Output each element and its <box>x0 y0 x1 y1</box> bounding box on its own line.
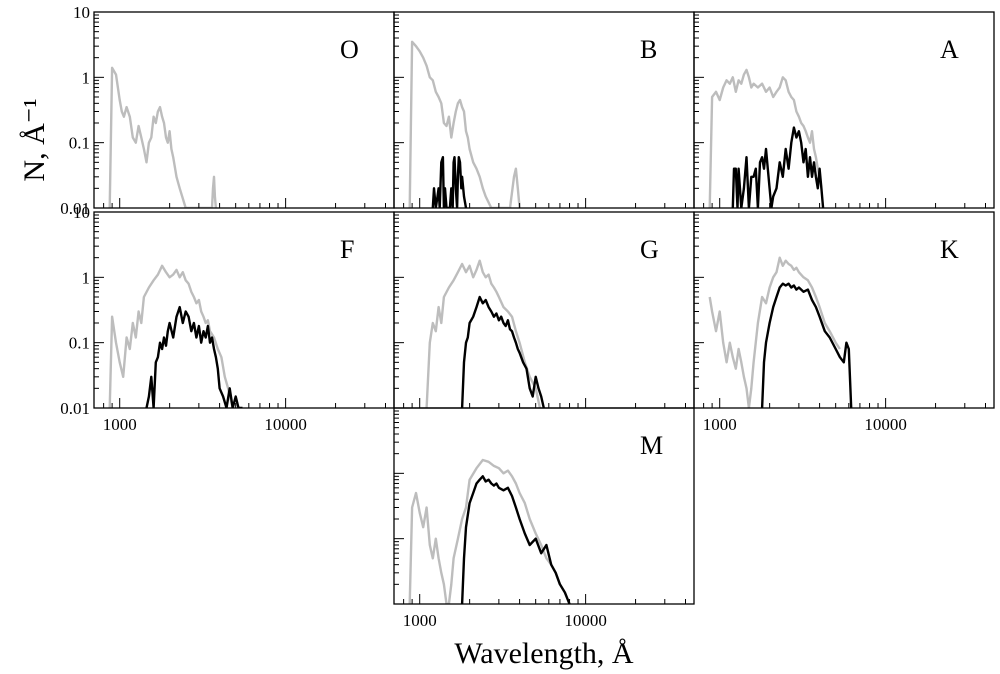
x-axis-label: Wavelength, Å <box>454 637 634 670</box>
panel-K-plot <box>708 256 853 408</box>
panel-G-series-1-line <box>425 259 542 408</box>
panel-B: B <box>393 11 695 209</box>
panel-label-A: A <box>940 35 959 64</box>
panel-K-series-1-line <box>708 256 841 408</box>
x-tick-label: 1000 <box>403 611 437 630</box>
x-tick-label: 10000 <box>564 611 607 630</box>
panel-G: G <box>393 211 695 409</box>
y-tick-label: 0.01 <box>60 399 90 418</box>
panel-M: M 1000 10000 <box>393 407 695 630</box>
panel-F-plot <box>108 264 243 408</box>
x-tick-label: 10000 <box>864 415 907 434</box>
panel-O: O 10 1 0.1 0.01 <box>60 3 395 218</box>
panel-M-series-1-line <box>408 458 562 604</box>
panel-label-F: F <box>340 235 354 264</box>
y-tick-label: 0.01 <box>60 199 90 218</box>
panel-M-frame <box>393 407 695 605</box>
panel-label-G: G <box>640 235 659 264</box>
panel-O-series-1-line <box>108 66 218 208</box>
y-tick-label: 10 <box>73 3 90 22</box>
panel-F-series-1-line <box>108 264 234 408</box>
y-axis-label: N, Å⁻¹ <box>18 98 51 181</box>
panel-label-O: O <box>340 35 359 64</box>
panel-G-series-2-line <box>460 295 545 408</box>
y-tick-label: 1 <box>82 68 91 87</box>
panel-M-plot <box>408 458 571 604</box>
panel-B-series-2-line <box>431 156 468 208</box>
panel-label-B: B <box>640 35 657 64</box>
y-tick-label: 0.1 <box>69 334 90 353</box>
y-tick-label: 10 <box>73 203 90 222</box>
panels-layer: O 10 1 0.1 0.01 B A F 10 1 0.1 0.01 1000 10000 G K 1000 1… <box>60 3 995 630</box>
panel-K-series-2-line <box>760 282 853 408</box>
panel-K-frame <box>693 211 995 409</box>
panel-label-K: K <box>940 235 959 264</box>
panel-K: K 1000 10000 <box>693 211 995 434</box>
x-tick-label: 10000 <box>264 415 307 434</box>
x-tick-label: 1000 <box>703 415 737 434</box>
panel-O-plot <box>108 66 218 208</box>
panel-A: A <box>693 11 995 209</box>
panel-A-plot <box>708 68 825 208</box>
panel-A-series-2-line <box>731 126 825 208</box>
panel-label-M: M <box>640 431 663 460</box>
panel-M-series-2-line <box>460 475 571 604</box>
panel-B-series-1-line <box>408 40 521 208</box>
y-tick-label: 1 <box>82 268 91 287</box>
panel-A-frame <box>693 11 995 209</box>
x-tick-label: 1000 <box>103 415 137 434</box>
panel-F-series-2-line <box>145 305 243 408</box>
panel-A-series-1-line <box>708 68 823 208</box>
y-tick-label: 0.1 <box>69 134 90 153</box>
panel-G-plot <box>425 259 545 408</box>
panel-B-plot <box>408 40 521 208</box>
panel-F: F 10 1 0.1 0.01 1000 10000 <box>60 203 395 434</box>
